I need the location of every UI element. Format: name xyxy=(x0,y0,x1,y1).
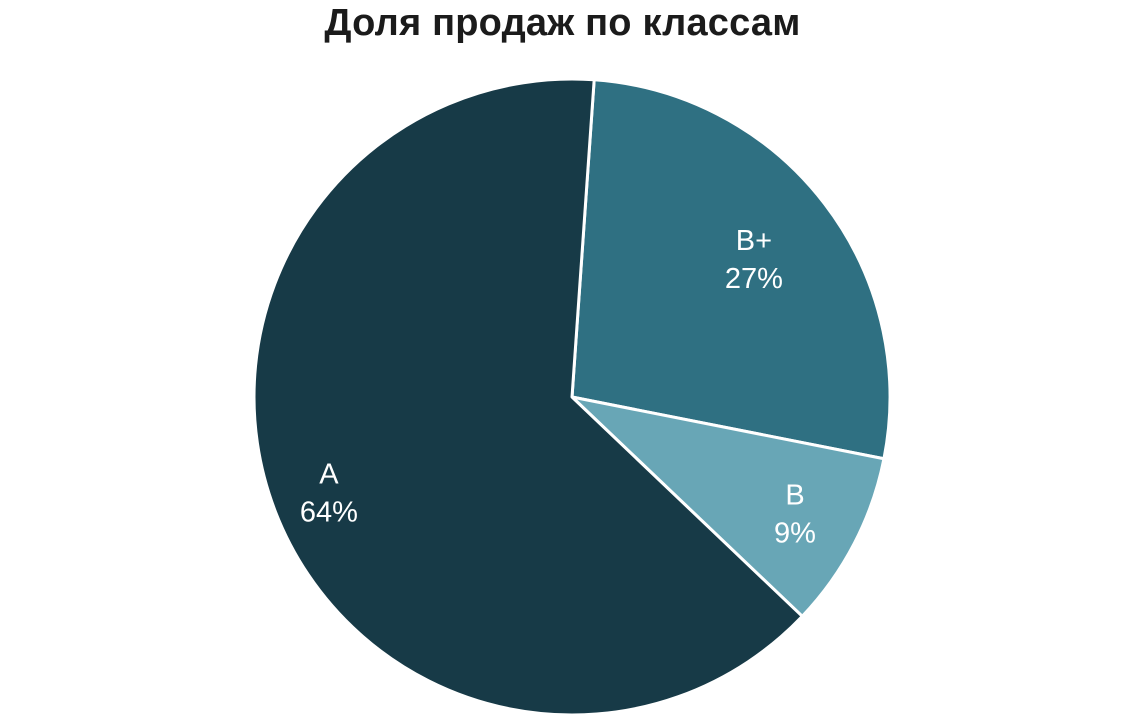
pie-slice-b xyxy=(570,395,886,618)
slice-value-label-a: 64% xyxy=(300,496,358,528)
slice-category-label-a: A xyxy=(319,458,339,490)
chart-title: Доля продаж по классам xyxy=(324,2,801,44)
pie-slices xyxy=(252,77,892,717)
slice-value-label-b-plus: 27% xyxy=(725,263,783,295)
slice-category-label-b: B xyxy=(785,480,804,512)
pie-slice-b-plus xyxy=(570,78,892,461)
pie-slice-a xyxy=(252,77,804,717)
slice-category-label-b-plus: B+ xyxy=(736,225,772,257)
slice-value-label-b: 9% xyxy=(774,518,816,550)
pie-labels: B+ 27% B 9% A 64% xyxy=(300,225,816,550)
